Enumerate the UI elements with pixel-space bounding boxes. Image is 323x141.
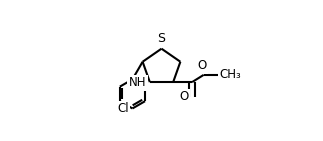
Text: Cl: Cl (117, 102, 129, 115)
Text: O: O (197, 59, 207, 72)
Text: S: S (157, 32, 165, 46)
Text: O: O (180, 90, 189, 103)
Text: CH₃: CH₃ (220, 68, 242, 81)
Text: NH: NH (129, 76, 146, 89)
